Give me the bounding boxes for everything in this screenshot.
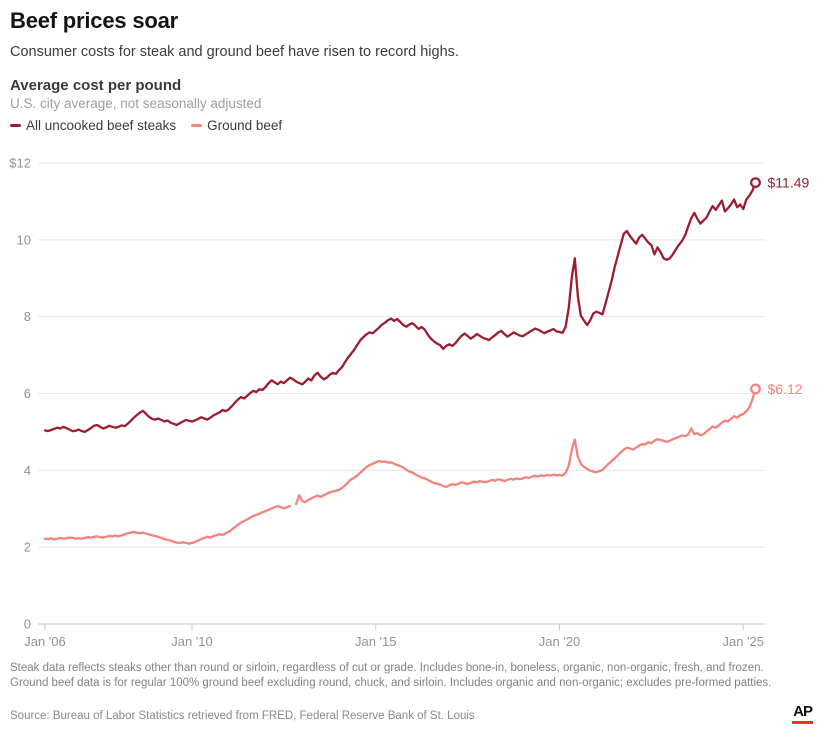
- y-axis-label: 10: [17, 232, 31, 247]
- page-subtitle: Consumer costs for steak and ground beef…: [10, 44, 459, 60]
- steak-end-marker: [750, 177, 761, 188]
- source-line: Source: Bureau of Labor Statistics retri…: [10, 710, 475, 722]
- y-axis-label: 8: [24, 309, 31, 324]
- y-axis-label: 2: [24, 540, 31, 555]
- x-axis-label: Jan '06: [24, 634, 66, 649]
- steak-line: [43, 181, 757, 434]
- footnote: Steak data reflects steaks other than ro…: [10, 662, 772, 690]
- ground-beef-line: [43, 387, 757, 545]
- legend-item-steaks: All uncooked beef steaks: [10, 118, 176, 133]
- steak-end-label: $11.49: [768, 175, 810, 191]
- x-axis-label: Jan '10: [171, 634, 213, 649]
- y-axis-label: $12: [9, 156, 31, 171]
- line-chart: $12 10 8 6 4 2 0 Jan '06 Jan '10 Jan '15 Jan '20 Ja…: [9, 156, 810, 650]
- page-title: Beef prices soar: [10, 8, 178, 33]
- x-axis-label: Jan '15: [355, 634, 397, 649]
- ground-beef-line-swatch: [191, 124, 203, 127]
- ground-beef-end-marker: [750, 383, 761, 395]
- steak-line-swatch: [10, 124, 21, 127]
- y-axis-label: 0: [24, 617, 31, 632]
- legend-label-ground-beef: Ground beef: [207, 118, 283, 133]
- chart-subtitle: U.S. city average, not seasonally adjust…: [10, 96, 262, 111]
- y-axis-label: 4: [24, 463, 31, 478]
- legend: All uncooked beef steaks Ground beef: [10, 118, 282, 133]
- legend-item-ground-beef: Ground beef: [191, 118, 282, 133]
- ground-beef-end-label: $6.12: [768, 381, 803, 397]
- x-axis-label: Jan '20: [539, 634, 581, 649]
- x-axis-label: Jan '25: [722, 634, 764, 649]
- chart-title: Average cost per pound: [10, 77, 182, 94]
- y-axis-label: 6: [24, 386, 31, 401]
- ap-logo: AP: [792, 703, 813, 724]
- legend-label-steaks: All uncooked beef steaks: [26, 118, 177, 133]
